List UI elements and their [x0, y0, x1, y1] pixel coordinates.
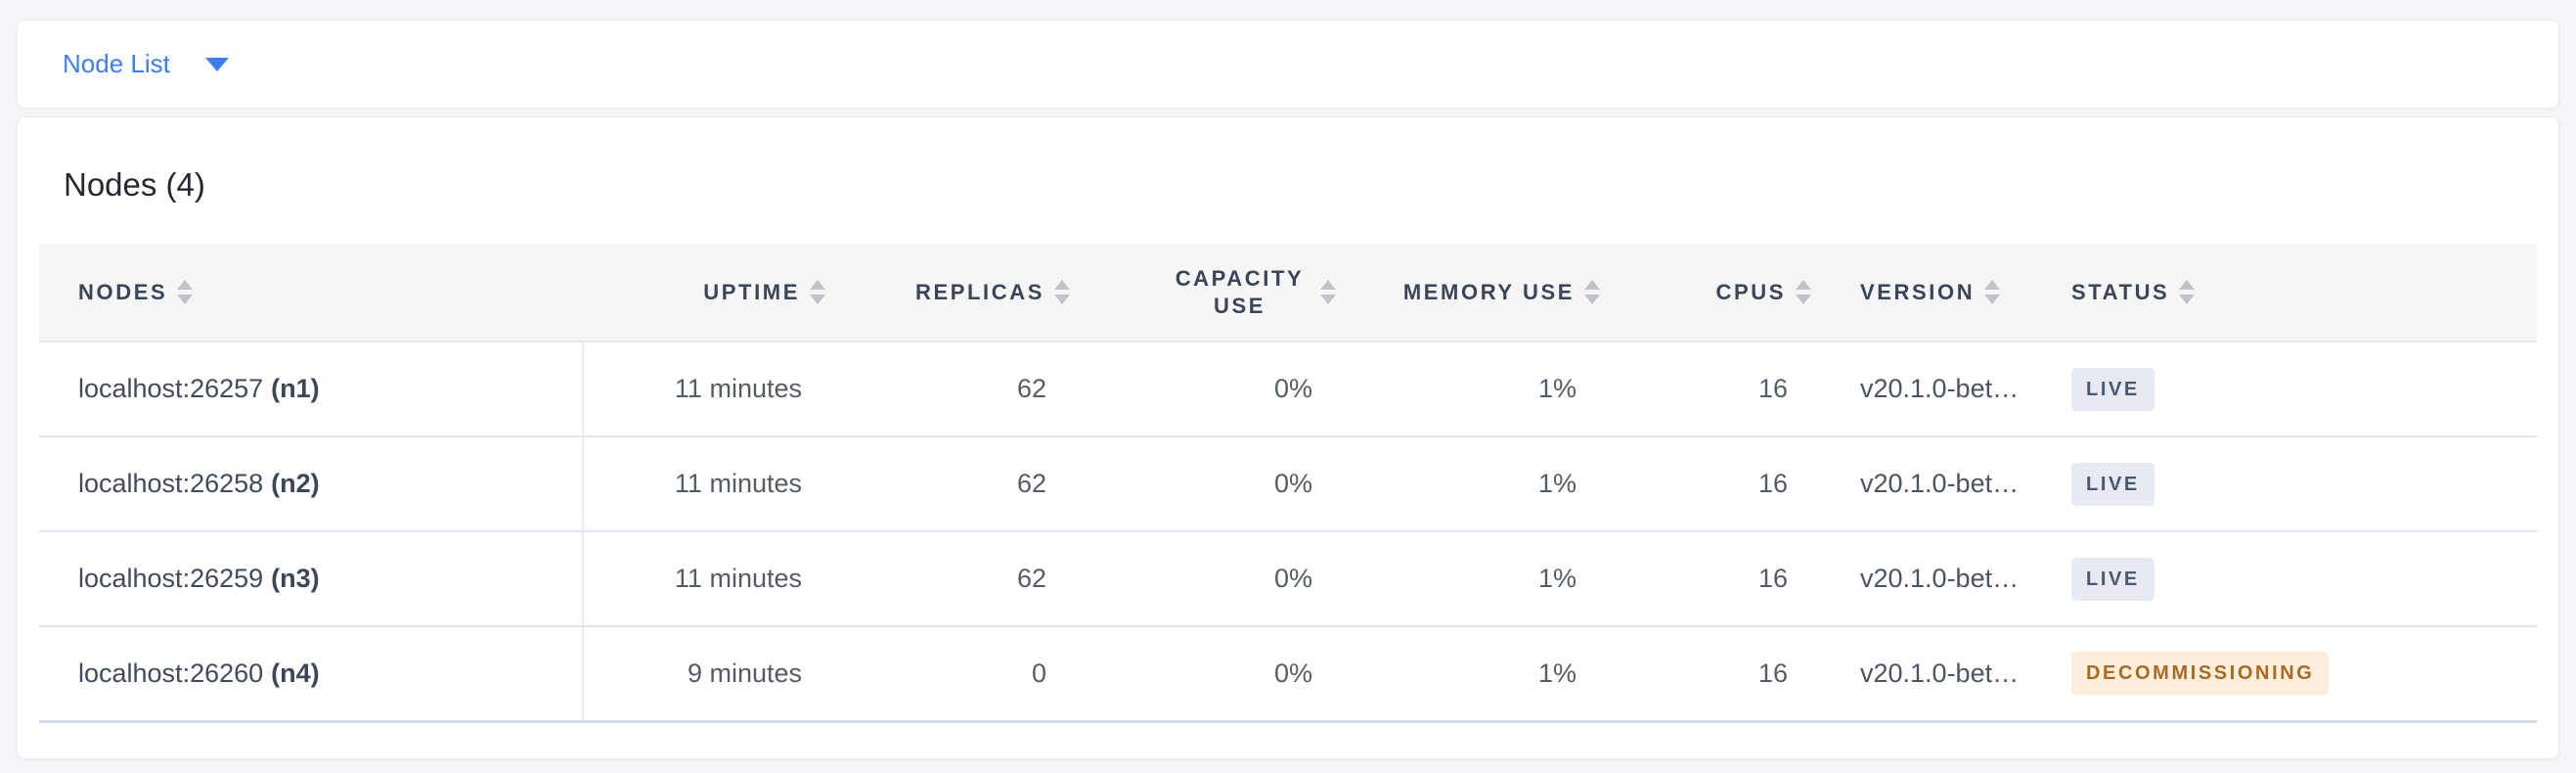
cpus-cell: 16: [1614, 531, 1825, 627]
memory-use-cell: 1%: [1350, 341, 1614, 437]
node-address-cell[interactable]: localhost:26259 (n3): [39, 531, 584, 627]
cpus-cell: 16: [1614, 341, 1825, 437]
table-row[interactable]: localhost:26257 (n1) 11 minutes 62 0% 1% …: [39, 341, 2537, 437]
status-badge: LIVE: [2071, 557, 2154, 601]
uptime-cell: 11 minutes: [583, 531, 839, 627]
sort-arrows-icon[interactable]: [1054, 280, 1070, 304]
status-cell: LIVE: [2060, 531, 2537, 627]
sort-arrows-icon[interactable]: [1584, 280, 1600, 304]
uptime-cell: 11 minutes: [583, 436, 839, 532]
node-id: (n4): [271, 658, 320, 688]
sort-down-arrow-icon: [1320, 295, 1336, 304]
column-header-label: VERSION: [1860, 279, 1976, 304]
version-cell: v20.1.0-bet…: [1825, 531, 2060, 627]
column-header-memory-use[interactable]: MEMORY USE: [1350, 244, 1614, 342]
column-header-label: CAPACITY USE: [1175, 265, 1305, 318]
column-header-label: REPLICAS: [914, 279, 1044, 304]
caret-down-icon[interactable]: [204, 57, 229, 71]
sort-down-arrow-icon: [2179, 295, 2196, 304]
view-selector-bar: Node List: [17, 20, 2559, 109]
column-header-nodes[interactable]: NODES: [39, 244, 583, 342]
column-header-label: NODES: [78, 279, 168, 304]
capacity-use-cell: 0%: [1084, 436, 1350, 532]
nodes-table: NODES UPTIME REPLICAS: [39, 244, 2537, 723]
version-cell: v20.1.0-bet…: [1825, 436, 2060, 532]
sort-up-arrow-icon: [2179, 280, 2196, 290]
sort-up-arrow-icon: [1796, 280, 1811, 290]
cpus-cell: 16: [1614, 436, 1825, 532]
node-address: localhost:26259: [78, 564, 264, 593]
page-title: Nodes (4): [64, 166, 205, 203]
column-header-label: MEMORY USE: [1402, 279, 1575, 304]
nodes-card: Nodes (4) NODES UPTIME: [17, 116, 2559, 759]
column-header-capacity-use[interactable]: CAPACITY USE: [1084, 244, 1350, 342]
view-selector-dropdown[interactable]: Node List: [63, 49, 229, 79]
memory-use-cell: 1%: [1350, 626, 1614, 723]
sort-up-arrow-icon: [810, 280, 825, 290]
sort-arrows-icon[interactable]: [1984, 280, 2001, 304]
status-badge: DECOMMISSIONING: [2071, 652, 2330, 696]
version-cell: v20.1.0-bet…: [1825, 341, 2060, 437]
column-header-label: STATUS: [2071, 279, 2170, 304]
memory-use-cell: 1%: [1350, 436, 1614, 532]
status-cell: LIVE: [2060, 341, 2537, 437]
table-row[interactable]: localhost:26260 (n4) 9 minutes 0 0% 1% 16…: [39, 626, 2537, 723]
capacity-use-cell: 0%: [1084, 531, 1350, 627]
replicas-cell: 62: [839, 436, 1084, 532]
capacity-use-cell: 0%: [1084, 626, 1350, 723]
sort-arrows-icon[interactable]: [1796, 280, 1811, 304]
table-header-row: NODES UPTIME REPLICAS: [39, 244, 2537, 342]
replicas-cell: 62: [839, 341, 1084, 437]
cpus-cell: 16: [1614, 626, 1825, 723]
node-id: (n1): [271, 374, 320, 403]
node-address-cell[interactable]: localhost:26258 (n2): [39, 436, 584, 532]
status-cell: LIVE: [2060, 436, 2537, 532]
column-header-version[interactable]: VERSION: [1825, 244, 2060, 342]
sort-up-arrow-icon: [1584, 280, 1600, 290]
uptime-cell: 9 minutes: [583, 626, 839, 723]
sort-arrows-icon[interactable]: [2179, 280, 2196, 304]
sort-up-arrow-icon: [177, 280, 194, 290]
sort-down-arrow-icon: [177, 295, 194, 304]
view-selector-label[interactable]: Node List: [63, 49, 170, 78]
replicas-cell: 62: [839, 531, 1084, 627]
version-cell: v20.1.0-bet…: [1825, 626, 2060, 723]
replicas-cell: 0: [839, 626, 1084, 723]
sort-down-arrow-icon: [1796, 295, 1811, 304]
column-header-status[interactable]: STATUS: [2060, 244, 2537, 342]
node-address: localhost:26260: [78, 658, 264, 688]
sort-down-arrow-icon: [810, 295, 825, 304]
sort-arrows-icon[interactable]: [810, 280, 825, 304]
node-address: localhost:26257: [78, 374, 264, 403]
sort-up-arrow-icon: [1320, 280, 1336, 290]
column-header-uptime[interactable]: UPTIME: [583, 244, 839, 342]
column-header-cpus[interactable]: CPUS: [1614, 244, 1825, 342]
status-badge: LIVE: [2071, 462, 2154, 506]
column-header-label: CPUS: [1715, 279, 1786, 304]
table-row[interactable]: localhost:26258 (n2) 11 minutes 62 0% 1% …: [39, 436, 2537, 532]
uptime-cell: 11 minutes: [583, 341, 839, 437]
memory-use-cell: 1%: [1350, 531, 1614, 627]
sort-down-arrow-icon: [1584, 295, 1600, 304]
node-id: (n3): [271, 564, 320, 593]
capacity-use-cell: 0%: [1084, 341, 1350, 437]
sort-up-arrow-icon: [1984, 280, 2001, 290]
node-id: (n2): [271, 469, 320, 498]
column-header-replicas[interactable]: REPLICAS: [839, 244, 1084, 342]
table-row[interactable]: localhost:26259 (n3) 11 minutes 62 0% 1% …: [39, 531, 2537, 627]
node-address: localhost:26258: [78, 469, 264, 498]
sort-down-arrow-icon: [1054, 295, 1070, 304]
sort-arrows-icon[interactable]: [1320, 280, 1336, 304]
sort-arrows-icon[interactable]: [177, 280, 194, 304]
sort-up-arrow-icon: [1054, 280, 1070, 290]
sort-down-arrow-icon: [1984, 295, 2001, 304]
status-badge: LIVE: [2071, 367, 2154, 411]
status-cell: DECOMMISSIONING: [2060, 626, 2537, 723]
node-address-cell[interactable]: localhost:26260 (n4): [39, 626, 584, 723]
column-header-label: UPTIME: [703, 279, 800, 304]
node-address-cell[interactable]: localhost:26257 (n1): [39, 341, 584, 437]
